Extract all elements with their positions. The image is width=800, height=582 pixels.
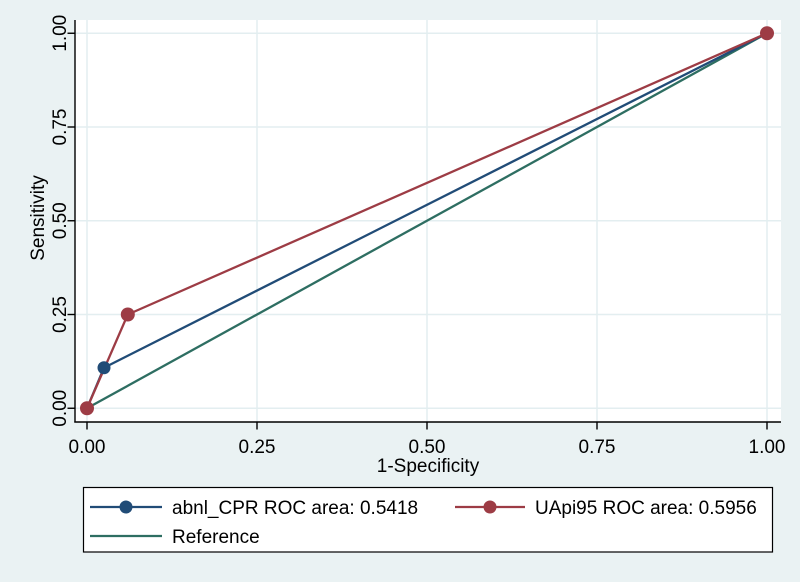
series-1-marker-0 [80,401,94,416]
series-line-2 [86,32,768,410]
y-tick-label-0.25: 0.25 [50,296,71,333]
x-tick-label-1.00: 1.00 [749,437,786,458]
y-tick-label-1.00: 1.00 [50,15,71,52]
series-0-marker-1 [97,361,111,375]
legend-box [82,486,774,553]
y-tick-label-0.50: 0.50 [50,202,71,239]
x-axis-title: 1-Specificity [377,456,480,477]
legend-swatch-marker [119,500,133,514]
y-tick-label-0.75: 0.75 [50,109,71,146]
x-tick-label-0.75: 0.75 [579,437,616,458]
series-1-marker-1 [120,307,135,322]
tick-labels: 0.00 0.25 0.50 0.75 1.00 0.00 0.25 0.50 0.75 1.00 [50,15,785,458]
legend-label-series-1: abnl_CPR ROC area: 0.5418 [172,498,418,519]
legend: abnl_CPR ROC area: 0.5418 UApi95 ROC are… [82,486,774,553]
series-1-marker-2 [760,26,774,41]
legend-label-series-3: Reference [172,527,260,548]
y-tick-label-0.00: 0.00 [50,390,71,427]
x-tick-label-0.50: 0.50 [409,437,446,458]
y-axis-title: Sensitivity [28,175,49,261]
axes [67,20,781,430]
legend-label-series-2: UApi95 ROC area: 0.5956 [535,498,757,519]
x-tick-label-0.00: 0.00 [69,437,106,458]
legend-swatch-marker [483,500,497,514]
x-tick-label-0.25: 0.25 [239,437,276,458]
series-markers [80,26,774,416]
